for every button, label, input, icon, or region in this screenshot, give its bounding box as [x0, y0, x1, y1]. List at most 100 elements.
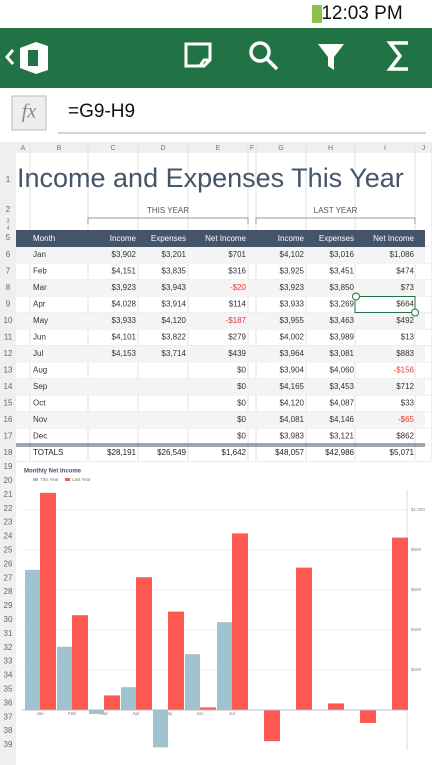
- row-header[interactable]: 28: [4, 587, 13, 596]
- row-header[interactable]: 4: [7, 225, 10, 231]
- cell[interactable]: $474: [396, 267, 414, 276]
- cell[interactable]: $3,201: [162, 250, 187, 259]
- cell[interactable]: $3,943: [162, 283, 187, 292]
- cell[interactable]: $73: [401, 283, 415, 292]
- cell[interactable]: $0: [237, 432, 246, 441]
- filter-button[interactable]: [318, 44, 344, 70]
- row-header[interactable]: 6: [6, 250, 11, 259]
- row-header[interactable]: 21: [4, 490, 13, 499]
- row-header[interactable]: 16: [4, 415, 13, 424]
- cell[interactable]: Dec: [33, 432, 47, 441]
- column-header[interactable]: B: [57, 145, 62, 152]
- cell[interactable]: -$65: [398, 415, 415, 424]
- cell[interactable]: $3,933: [112, 316, 137, 325]
- cell[interactable]: Apr: [33, 300, 46, 309]
- cell[interactable]: Aug: [33, 366, 47, 375]
- total-cell[interactable]: $1,642: [222, 448, 247, 457]
- cell[interactable]: $3,269: [330, 300, 355, 309]
- total-cell[interactable]: $48,057: [275, 448, 304, 457]
- cell[interactable]: Jul: [33, 349, 43, 358]
- row-header[interactable]: 32: [4, 643, 13, 652]
- cell[interactable]: $4,146: [330, 415, 355, 424]
- cell[interactable]: $4,028: [112, 300, 137, 309]
- cell[interactable]: $4,081: [280, 415, 305, 424]
- row-header[interactable]: 9: [6, 300, 11, 309]
- row-header[interactable]: 8: [6, 283, 11, 292]
- row-header[interactable]: 18: [4, 448, 13, 457]
- row-header[interactable]: 39: [4, 740, 13, 749]
- cell[interactable]: $4,002: [280, 333, 305, 342]
- cell[interactable]: $4,120: [162, 316, 187, 325]
- cell[interactable]: $3,016: [330, 250, 355, 259]
- fx-box[interactable]: [11, 95, 47, 131]
- cell[interactable]: $4,120: [280, 399, 305, 408]
- row-header[interactable]: 25: [4, 546, 13, 555]
- row-header[interactable]: 2: [6, 205, 11, 214]
- column-header[interactable]: A: [21, 145, 26, 152]
- cell[interactable]: $4,151: [112, 267, 137, 276]
- row-header[interactable]: 34: [4, 671, 13, 680]
- row-header[interactable]: 29: [4, 601, 13, 610]
- row-header[interactable]: 30: [4, 615, 13, 624]
- column-header[interactable]: J: [422, 145, 426, 152]
- cell[interactable]: $492: [396, 316, 414, 325]
- row-header[interactable]: 13: [4, 366, 13, 375]
- comment-button[interactable]: [184, 42, 212, 68]
- row-header[interactable]: 1: [6, 175, 11, 184]
- column-header[interactable]: G: [278, 145, 283, 152]
- cell[interactable]: Sep: [33, 382, 48, 391]
- row-header[interactable]: 5: [6, 233, 11, 242]
- cell[interactable]: $0: [237, 382, 246, 391]
- cell[interactable]: $3,463: [330, 316, 355, 325]
- total-cell[interactable]: $28,191: [107, 448, 136, 457]
- row-header[interactable]: 26: [4, 559, 13, 568]
- row-header[interactable]: 31: [4, 629, 13, 638]
- row-header[interactable]: 11: [4, 333, 13, 342]
- cell[interactable]: Oct: [33, 399, 46, 408]
- row-header[interactable]: 38: [4, 726, 13, 735]
- cell[interactable]: $862: [396, 432, 414, 441]
- total-cell[interactable]: $5,071: [390, 448, 415, 457]
- cell[interactable]: -$187: [226, 316, 247, 325]
- total-cell[interactable]: TOTALS: [33, 448, 63, 457]
- row-header[interactable]: 3: [7, 218, 10, 224]
- cell[interactable]: $3,914: [162, 300, 187, 309]
- search-button[interactable]: [249, 41, 279, 71]
- column-header[interactable]: D: [160, 145, 165, 152]
- cell[interactable]: $3,923: [112, 283, 137, 292]
- formula[interactable]: =G9-H9: [68, 101, 135, 122]
- cell[interactable]: Mar: [33, 283, 47, 292]
- column-header[interactable]: H: [328, 145, 333, 152]
- selection-handle[interactable]: [352, 292, 360, 301]
- selection-handle[interactable]: [411, 308, 419, 317]
- cell[interactable]: $3,850: [330, 283, 355, 292]
- cell[interactable]: $3,822: [162, 333, 187, 342]
- total-cell[interactable]: $26,549: [157, 448, 186, 457]
- row-header[interactable]: 27: [4, 573, 13, 582]
- cell[interactable]: $114: [229, 300, 247, 309]
- row-header[interactable]: 37: [4, 712, 13, 721]
- cell[interactable]: $0: [237, 415, 246, 424]
- row-header[interactable]: 12: [4, 349, 13, 358]
- cell[interactable]: $4,087: [330, 399, 355, 408]
- cell[interactable]: $0: [237, 399, 246, 408]
- cell[interactable]: $4,165: [280, 382, 305, 391]
- cell[interactable]: $3,904: [280, 366, 305, 375]
- cell[interactable]: $3,453: [330, 382, 355, 391]
- cell[interactable]: $3,714: [162, 349, 187, 358]
- cell[interactable]: $4,101: [112, 333, 137, 342]
- row-header[interactable]: 14: [4, 382, 13, 391]
- column-header[interactable]: F: [250, 145, 254, 152]
- cell[interactable]: $3,989: [330, 333, 355, 342]
- row-header[interactable]: 10: [4, 316, 13, 325]
- row-header[interactable]: 7: [6, 267, 11, 276]
- row-header[interactable]: 33: [4, 657, 13, 666]
- cell[interactable]: $4,153: [112, 349, 137, 358]
- row-header[interactable]: 23: [4, 518, 13, 527]
- cell[interactable]: May: [33, 316, 48, 325]
- cell[interactable]: $701: [228, 250, 246, 259]
- cell[interactable]: $3,081: [330, 349, 355, 358]
- cell[interactable]: $279: [228, 333, 246, 342]
- column-header[interactable]: I: [384, 145, 386, 152]
- row-header[interactable]: 17: [4, 432, 13, 441]
